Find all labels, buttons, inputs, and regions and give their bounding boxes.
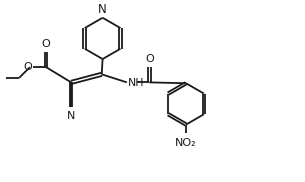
Text: O: O [42,39,50,49]
Text: O: O [145,54,154,64]
Text: N: N [98,3,107,16]
Text: N: N [67,110,75,120]
Text: NO₂: NO₂ [175,138,197,148]
Text: NH: NH [128,78,144,88]
Text: O: O [23,62,32,72]
